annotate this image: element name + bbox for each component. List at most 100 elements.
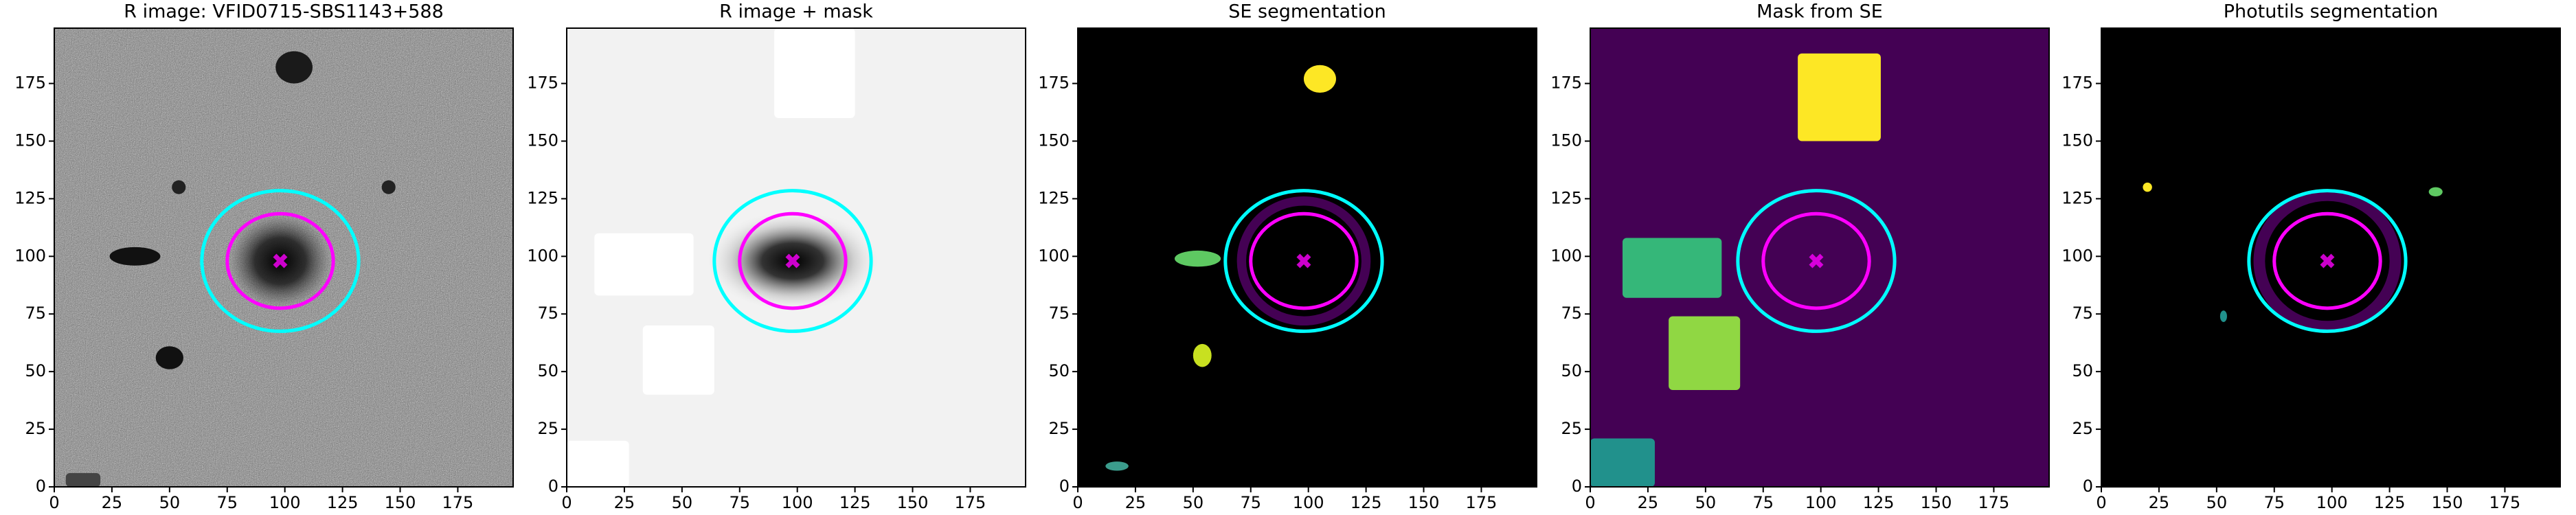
x-tick-label: 25 [102, 493, 123, 512]
x-tick-label: 175 [1978, 493, 2010, 512]
panel: SE segmentation 0 25 50 75 100 125 150 175 0 25 50 7… [1038, 1, 1537, 512]
x-tick-label: 75 [216, 493, 238, 512]
y-tick-label: 150 [1550, 130, 1582, 150]
x-tick-label: 175 [1466, 493, 1498, 512]
image-region [1622, 238, 1722, 298]
panel: R image + mask 0 25 50 75 100 125 150 175 0 25 50 75… [527, 1, 1026, 512]
image-source [2219, 310, 2227, 322]
image-region [1798, 53, 1881, 141]
y-tick-label: 125 [527, 188, 558, 207]
x-tick-label: 150 [1408, 493, 1440, 512]
image-source [2143, 182, 2152, 192]
x-tick-label: 125 [2374, 493, 2406, 512]
y-tick-label: 75 [25, 304, 46, 323]
y-tick-label: 0 [2083, 477, 2093, 496]
x-tick-label: 100 [269, 493, 301, 512]
x-tick-label: 50 [159, 493, 181, 512]
y-tick-label: 150 [2061, 130, 2093, 150]
x-tick-label: 125 [1863, 493, 1895, 512]
x-tick-label: 50 [2206, 493, 2228, 512]
x-tick-label: 100 [2316, 493, 2348, 512]
y-tick-label: 100 [527, 246, 558, 265]
y-tick-label: 25 [1048, 419, 1070, 438]
ellipse [2272, 211, 2382, 310]
marker [1809, 253, 1824, 268]
x-tick-label: 50 [672, 493, 693, 512]
y-tick-label: 175 [1038, 73, 1070, 93]
y-tick-label: 75 [537, 304, 558, 323]
image-source [275, 51, 313, 84]
y-tick-label: 75 [2072, 304, 2093, 323]
x-tick-label: 75 [2263, 493, 2285, 512]
y-tick-label: 50 [25, 361, 46, 380]
x-tick-label: 175 [442, 493, 474, 512]
y-tick-label: 125 [1038, 188, 1070, 207]
ellipse [200, 189, 361, 333]
x-tick-label: 0 [49, 493, 59, 512]
panel-title: R image + mask [719, 1, 873, 23]
image-region [567, 440, 629, 487]
x-tick-label: 75 [1240, 493, 1261, 512]
ellipse [225, 211, 335, 310]
y-tick-label: 75 [1561, 304, 1582, 323]
image-source [155, 346, 183, 369]
x-tick-label: 25 [1125, 493, 1146, 512]
axes-frame [1590, 27, 2050, 488]
image-region [65, 472, 101, 487]
x-tick-label: 50 [1183, 493, 1204, 512]
marker [1296, 253, 1311, 268]
y-tick-label: 125 [1550, 188, 1582, 207]
x-tick-label: 175 [2489, 493, 2521, 512]
image-source [2428, 187, 2443, 197]
image-source [381, 180, 396, 194]
x-tick-label: 75 [729, 493, 750, 512]
panel-title: SE segmentation [1228, 1, 1386, 23]
ellipse [712, 189, 873, 333]
ellipse [1736, 189, 1897, 333]
x-tick-label: 50 [1695, 493, 1717, 512]
axes-frame [2101, 27, 2561, 488]
panel-title: Mask from SE [1756, 1, 1883, 23]
x-tick-label: 125 [1351, 493, 1382, 512]
y-tick-label: 175 [14, 73, 46, 93]
y-tick-label: 25 [25, 419, 46, 438]
image-region [1669, 316, 1741, 391]
y-tick-label: 150 [14, 130, 46, 150]
marker [273, 253, 288, 268]
image-region [774, 28, 855, 118]
marker [2320, 253, 2335, 268]
x-tick-label: 175 [955, 493, 986, 512]
panel: Mask from SE 0 25 50 75 100 125 150 175 0 25 50 75 10… [1550, 1, 2050, 512]
x-tick-label: 150 [1921, 493, 1952, 512]
y-tick-label: 50 [2072, 361, 2093, 380]
x-tick-label: 150 [2432, 493, 2463, 512]
panel-title: Photutils segmentation [2224, 1, 2439, 23]
image-source [1105, 461, 1129, 471]
ellipse [1223, 189, 1384, 333]
y-tick-label: 125 [2061, 188, 2093, 207]
x-tick-label: 75 [1752, 493, 1774, 512]
x-tick-label: 0 [1072, 493, 1083, 512]
panel: Photutils segmentation 0 25 50 75 100 125 150 17… [2061, 1, 2561, 512]
x-tick-label: 0 [2096, 493, 2106, 512]
y-tick-label: 175 [2061, 73, 2093, 93]
ellipse [1249, 211, 1359, 310]
ellipse [738, 211, 848, 310]
image-region [594, 233, 694, 296]
y-tick-label: 175 [1550, 73, 1582, 93]
y-tick-label: 50 [537, 361, 558, 380]
x-tick-label: 125 [327, 493, 359, 512]
x-tick-label: 100 [782, 493, 813, 512]
x-tick-label: 25 [2149, 493, 2170, 512]
image-source [109, 247, 161, 266]
y-tick-label: 100 [1550, 246, 1582, 265]
y-tick-label: 50 [1048, 361, 1070, 380]
y-tick-label: 75 [1048, 304, 1070, 323]
x-tick-label: 0 [1585, 493, 1595, 512]
image-source [1174, 250, 1221, 267]
x-tick-label: 150 [385, 493, 416, 512]
y-tick-label: 0 [36, 477, 46, 496]
axes-frame [566, 27, 1026, 488]
y-tick-label: 0 [1572, 477, 1582, 496]
